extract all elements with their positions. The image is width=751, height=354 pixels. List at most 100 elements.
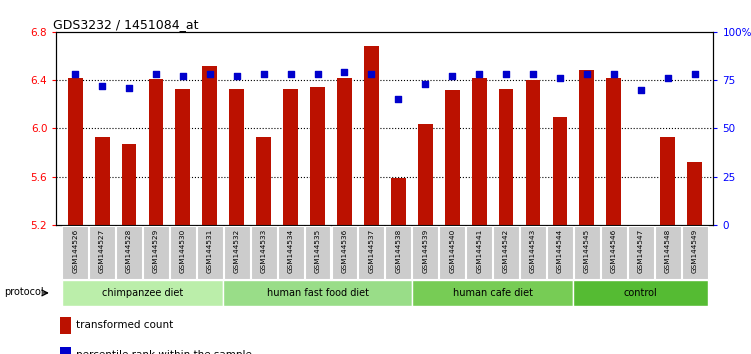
FancyBboxPatch shape xyxy=(574,280,708,306)
Point xyxy=(150,72,162,77)
FancyBboxPatch shape xyxy=(89,226,115,279)
FancyBboxPatch shape xyxy=(143,226,169,279)
Point xyxy=(689,72,701,77)
Text: protocol: protocol xyxy=(5,287,44,297)
Text: GSM144529: GSM144529 xyxy=(153,229,159,273)
Bar xyxy=(499,88,514,225)
Point xyxy=(419,81,431,87)
Point xyxy=(204,72,216,77)
Text: GSM144527: GSM144527 xyxy=(99,229,105,273)
Text: GSM144528: GSM144528 xyxy=(126,229,132,273)
Point xyxy=(473,72,485,77)
FancyBboxPatch shape xyxy=(493,226,519,279)
Point xyxy=(500,72,512,77)
Point xyxy=(446,73,458,79)
Text: GSM144544: GSM144544 xyxy=(557,229,563,273)
Point xyxy=(312,72,324,77)
FancyBboxPatch shape xyxy=(412,280,574,306)
Bar xyxy=(59,347,71,354)
Text: GSM144543: GSM144543 xyxy=(530,229,536,273)
Text: GDS3232 / 1451084_at: GDS3232 / 1451084_at xyxy=(53,18,198,31)
Text: GSM144535: GSM144535 xyxy=(315,229,321,273)
Text: control: control xyxy=(624,288,658,298)
Point xyxy=(366,72,378,77)
Point xyxy=(96,83,108,89)
Text: GSM144538: GSM144538 xyxy=(395,229,401,273)
FancyBboxPatch shape xyxy=(520,226,546,279)
Text: GSM144540: GSM144540 xyxy=(449,229,455,273)
FancyBboxPatch shape xyxy=(170,226,196,279)
FancyBboxPatch shape xyxy=(466,226,492,279)
Text: GSM144541: GSM144541 xyxy=(476,229,482,273)
Bar xyxy=(418,124,433,225)
Text: human cafe diet: human cafe diet xyxy=(453,288,532,298)
FancyBboxPatch shape xyxy=(547,226,573,279)
FancyBboxPatch shape xyxy=(601,226,627,279)
Bar xyxy=(122,144,137,225)
FancyBboxPatch shape xyxy=(116,226,142,279)
FancyBboxPatch shape xyxy=(574,226,600,279)
Text: chimpanzee diet: chimpanzee diet xyxy=(102,288,183,298)
Text: GSM144534: GSM144534 xyxy=(288,229,294,273)
FancyBboxPatch shape xyxy=(682,226,707,279)
Text: transformed count: transformed count xyxy=(76,320,173,330)
Point xyxy=(527,72,539,77)
Bar xyxy=(59,317,71,334)
Bar xyxy=(472,78,487,225)
Point xyxy=(285,72,297,77)
FancyBboxPatch shape xyxy=(251,226,276,279)
FancyBboxPatch shape xyxy=(197,226,223,279)
Text: GSM144526: GSM144526 xyxy=(72,229,78,273)
Bar xyxy=(606,78,621,225)
Bar xyxy=(526,80,541,225)
Text: GSM144546: GSM144546 xyxy=(611,229,617,273)
FancyBboxPatch shape xyxy=(628,226,653,279)
Text: GSM144545: GSM144545 xyxy=(584,229,590,273)
Text: GSM144536: GSM144536 xyxy=(342,229,348,273)
FancyBboxPatch shape xyxy=(224,226,249,279)
Point xyxy=(123,85,135,91)
Text: GSM144537: GSM144537 xyxy=(369,229,375,273)
Point xyxy=(581,72,593,77)
FancyBboxPatch shape xyxy=(305,226,330,279)
Point xyxy=(177,73,189,79)
Bar xyxy=(660,137,675,225)
Text: GSM144548: GSM144548 xyxy=(665,229,671,273)
Text: GSM144549: GSM144549 xyxy=(692,229,698,273)
Text: GSM144539: GSM144539 xyxy=(422,229,428,273)
Bar xyxy=(149,79,164,225)
Text: GSM144530: GSM144530 xyxy=(180,229,186,273)
Bar xyxy=(364,46,379,225)
Bar xyxy=(203,65,217,225)
Text: GSM144533: GSM144533 xyxy=(261,229,267,273)
Bar xyxy=(176,88,190,225)
Point xyxy=(554,75,566,81)
Text: percentile rank within the sample: percentile rank within the sample xyxy=(76,350,252,354)
Bar xyxy=(256,137,271,225)
Point xyxy=(69,72,81,77)
Bar xyxy=(310,87,325,225)
Bar xyxy=(445,90,460,225)
FancyBboxPatch shape xyxy=(439,226,465,279)
FancyBboxPatch shape xyxy=(358,226,385,279)
Text: GSM144531: GSM144531 xyxy=(207,229,213,273)
FancyBboxPatch shape xyxy=(62,280,223,306)
Bar xyxy=(337,78,352,225)
Text: GSM144547: GSM144547 xyxy=(638,229,644,273)
FancyBboxPatch shape xyxy=(278,226,303,279)
Point xyxy=(635,87,647,93)
FancyBboxPatch shape xyxy=(385,226,412,279)
Point xyxy=(258,72,270,77)
Text: GSM144542: GSM144542 xyxy=(503,229,509,273)
Bar xyxy=(580,70,594,225)
Bar xyxy=(633,225,648,226)
Bar xyxy=(391,178,406,225)
FancyBboxPatch shape xyxy=(223,280,412,306)
Bar xyxy=(553,118,567,225)
FancyBboxPatch shape xyxy=(331,226,357,279)
Point xyxy=(339,69,351,75)
FancyBboxPatch shape xyxy=(655,226,680,279)
Text: GSM144532: GSM144532 xyxy=(234,229,240,273)
Bar xyxy=(68,78,83,225)
Point xyxy=(392,97,404,102)
